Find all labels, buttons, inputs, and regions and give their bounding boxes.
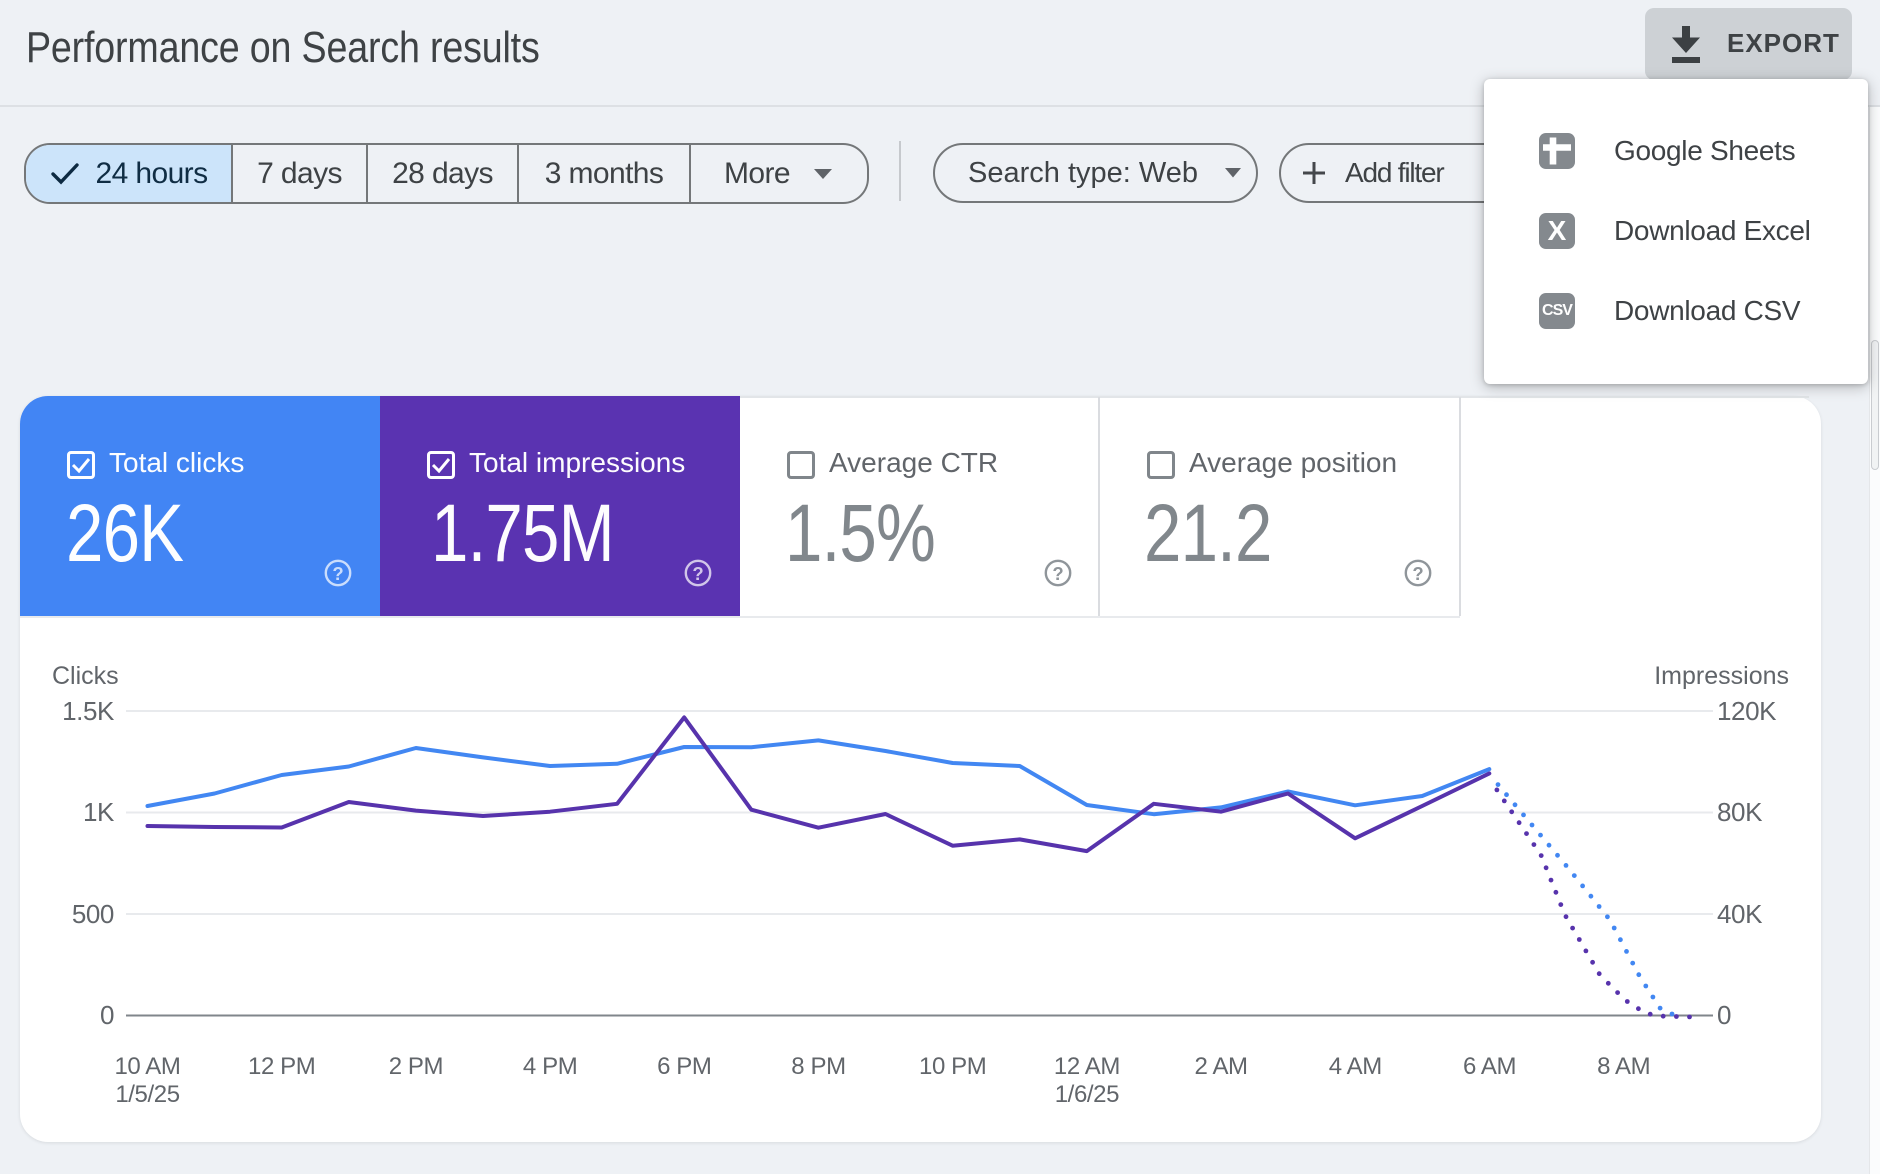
svg-text:2 AM: 2 AM [1195,1053,1248,1080]
svg-text:10 AM: 10 AM [114,1053,180,1080]
svg-text:Impressions: Impressions [1654,662,1789,690]
svg-text:?: ? [1412,563,1423,584]
svg-text:1/5/25: 1/5/25 [115,1081,179,1108]
svg-text:120K: 120K [1717,696,1777,726]
svg-text:6 PM: 6 PM [657,1053,711,1080]
svg-text:500: 500 [72,899,114,929]
svg-text:4 AM: 4 AM [1329,1053,1382,1080]
svg-text:8 AM: 8 AM [1597,1053,1650,1080]
svg-text:1K: 1K [83,797,115,827]
svg-text:Clicks: Clicks [52,662,119,690]
svg-text:?: ? [332,563,343,584]
svg-text:?: ? [1052,563,1063,584]
svg-text:0: 0 [100,1000,114,1030]
svg-text:10 PM: 10 PM [919,1053,986,1080]
svg-text:12 AM: 12 AM [1054,1053,1120,1080]
svg-text:0: 0 [1717,1000,1731,1030]
svg-text:1/6/25: 1/6/25 [1055,1081,1119,1108]
svg-text:40K: 40K [1717,899,1763,929]
svg-text:12 PM: 12 PM [248,1053,315,1080]
svg-text:2 PM: 2 PM [389,1053,443,1080]
svg-text:80K: 80K [1717,797,1763,827]
svg-text:8 PM: 8 PM [791,1053,845,1080]
svg-text:?: ? [692,563,703,584]
svg-text:6 AM: 6 AM [1463,1053,1516,1080]
svg-text:1.5K: 1.5K [62,696,115,726]
svg-text:4 PM: 4 PM [523,1053,577,1080]
